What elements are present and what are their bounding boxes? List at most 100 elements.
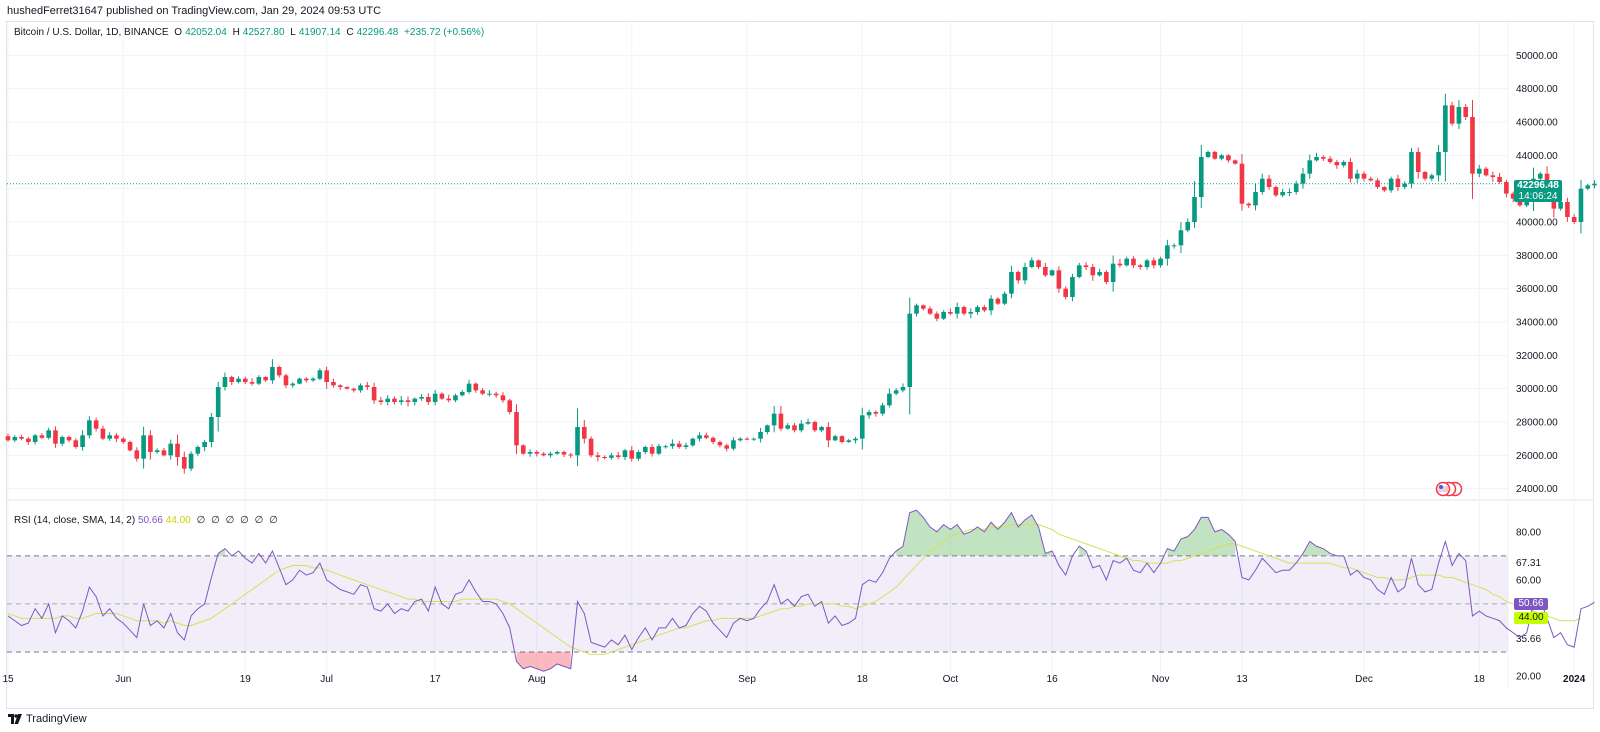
candle-body [995, 298, 1001, 304]
candle-body [785, 425, 790, 429]
candle-body [168, 443, 174, 456]
tradingview-footer[interactable]: TradingView [8, 713, 87, 725]
candle-body [731, 440, 736, 449]
candle-body [1429, 175, 1435, 179]
candle-body [1470, 117, 1475, 174]
na-value: ∅ [269, 515, 278, 526]
candle-body [134, 450, 140, 459]
candle-body [1307, 160, 1313, 174]
price-tick-label: 30000.00 [1516, 384, 1558, 395]
candle-body [866, 412, 872, 416]
chart-frame [6, 21, 1594, 709]
candle-body [643, 447, 648, 452]
candle-body [1409, 152, 1414, 184]
candle-body [1144, 260, 1150, 267]
candle-body [154, 450, 160, 452]
candle-body [459, 392, 465, 396]
candle-body [934, 313, 940, 319]
rsi-title[interactable]: RSI (14, close, SMA, 14, 2) [14, 515, 136, 526]
candle-body [1327, 158, 1333, 162]
candle-body [39, 435, 45, 438]
rsi-line [7, 509, 1595, 672]
candle-body [1537, 173, 1543, 179]
candle-body [1375, 180, 1380, 187]
candle-body [344, 387, 350, 389]
candle-body [826, 427, 831, 441]
candle-body [93, 420, 99, 429]
candle-body [297, 378, 302, 384]
candle-body [161, 450, 167, 456]
price-tick-label: 50000.00 [1516, 51, 1558, 62]
candle-body [310, 378, 316, 381]
candle-body [256, 377, 262, 384]
candle-body [1280, 192, 1285, 196]
candle-body [263, 377, 268, 381]
candle-body [432, 393, 438, 402]
candle-body [32, 435, 38, 442]
economic-events-icon[interactable] [1433, 481, 1473, 497]
change-value: +235.72 (+0.56%) [404, 27, 485, 38]
candle-body [487, 393, 492, 395]
candle-body [582, 427, 587, 439]
candle-body [697, 435, 702, 439]
candle-body [1395, 178, 1401, 187]
high-label: H [232, 27, 240, 38]
candle-body [704, 435, 709, 438]
time-tick-label: 14 [626, 674, 638, 685]
time-tick-label: Nov [1152, 674, 1170, 685]
candle-body [1158, 258, 1163, 266]
candle-body [961, 307, 967, 314]
candle-body [914, 305, 919, 314]
na-value: ∅ [254, 515, 264, 526]
candle-body [1151, 260, 1157, 266]
candle-body [1232, 160, 1238, 164]
candle-body [832, 436, 838, 441]
candle-body [1314, 157, 1319, 161]
rsi-tick-label: 80.00 [1516, 527, 1541, 538]
candle-body [480, 390, 485, 394]
candle-body [1110, 263, 1116, 282]
candle-body [798, 423, 804, 431]
candle-body [588, 438, 594, 456]
candle-body [398, 400, 404, 402]
candle-body [331, 382, 336, 386]
time-tick-label: 18 [1474, 674, 1486, 685]
price-tick-label: 38000.00 [1516, 251, 1558, 262]
candle-body [1083, 265, 1089, 267]
candle-body [1253, 192, 1258, 206]
rsi-overbought-fill [218, 510, 1459, 556]
candle-body [907, 313, 913, 387]
candle-body [1185, 222, 1191, 231]
candle-body [1124, 258, 1129, 266]
candle-body [1517, 198, 1523, 206]
candle-body [1341, 162, 1346, 166]
candle-body [1571, 217, 1577, 222]
candle-body [446, 398, 451, 401]
candle-body [120, 438, 126, 442]
candle-body [1104, 272, 1109, 282]
price-tick-label: 34000.00 [1516, 318, 1558, 329]
candle-body [724, 445, 729, 449]
candle-body [1287, 192, 1292, 193]
price-tick-label: 48000.00 [1516, 84, 1558, 95]
candle-body [100, 428, 106, 439]
candle-body [236, 378, 241, 382]
time-tick-label: 13 [1236, 674, 1248, 685]
candle-body [554, 452, 560, 454]
candle-body [80, 435, 85, 447]
candle-body [1090, 267, 1096, 276]
candle-body [473, 383, 479, 391]
candle-body [1205, 152, 1211, 157]
high-value: 42527.80 [242, 27, 285, 38]
candle-body [276, 367, 282, 376]
candle-body [758, 432, 763, 439]
candle-body [717, 442, 723, 446]
candle-body [148, 435, 153, 452]
candle-body [215, 387, 221, 417]
candle-body [988, 298, 994, 311]
candle-body [812, 422, 818, 431]
low-label: L [290, 27, 296, 38]
low-value: 41907.14 [298, 27, 341, 38]
symbol-title[interactable]: Bitcoin / U.S. Dollar, 1D, BINANCE [14, 27, 169, 38]
